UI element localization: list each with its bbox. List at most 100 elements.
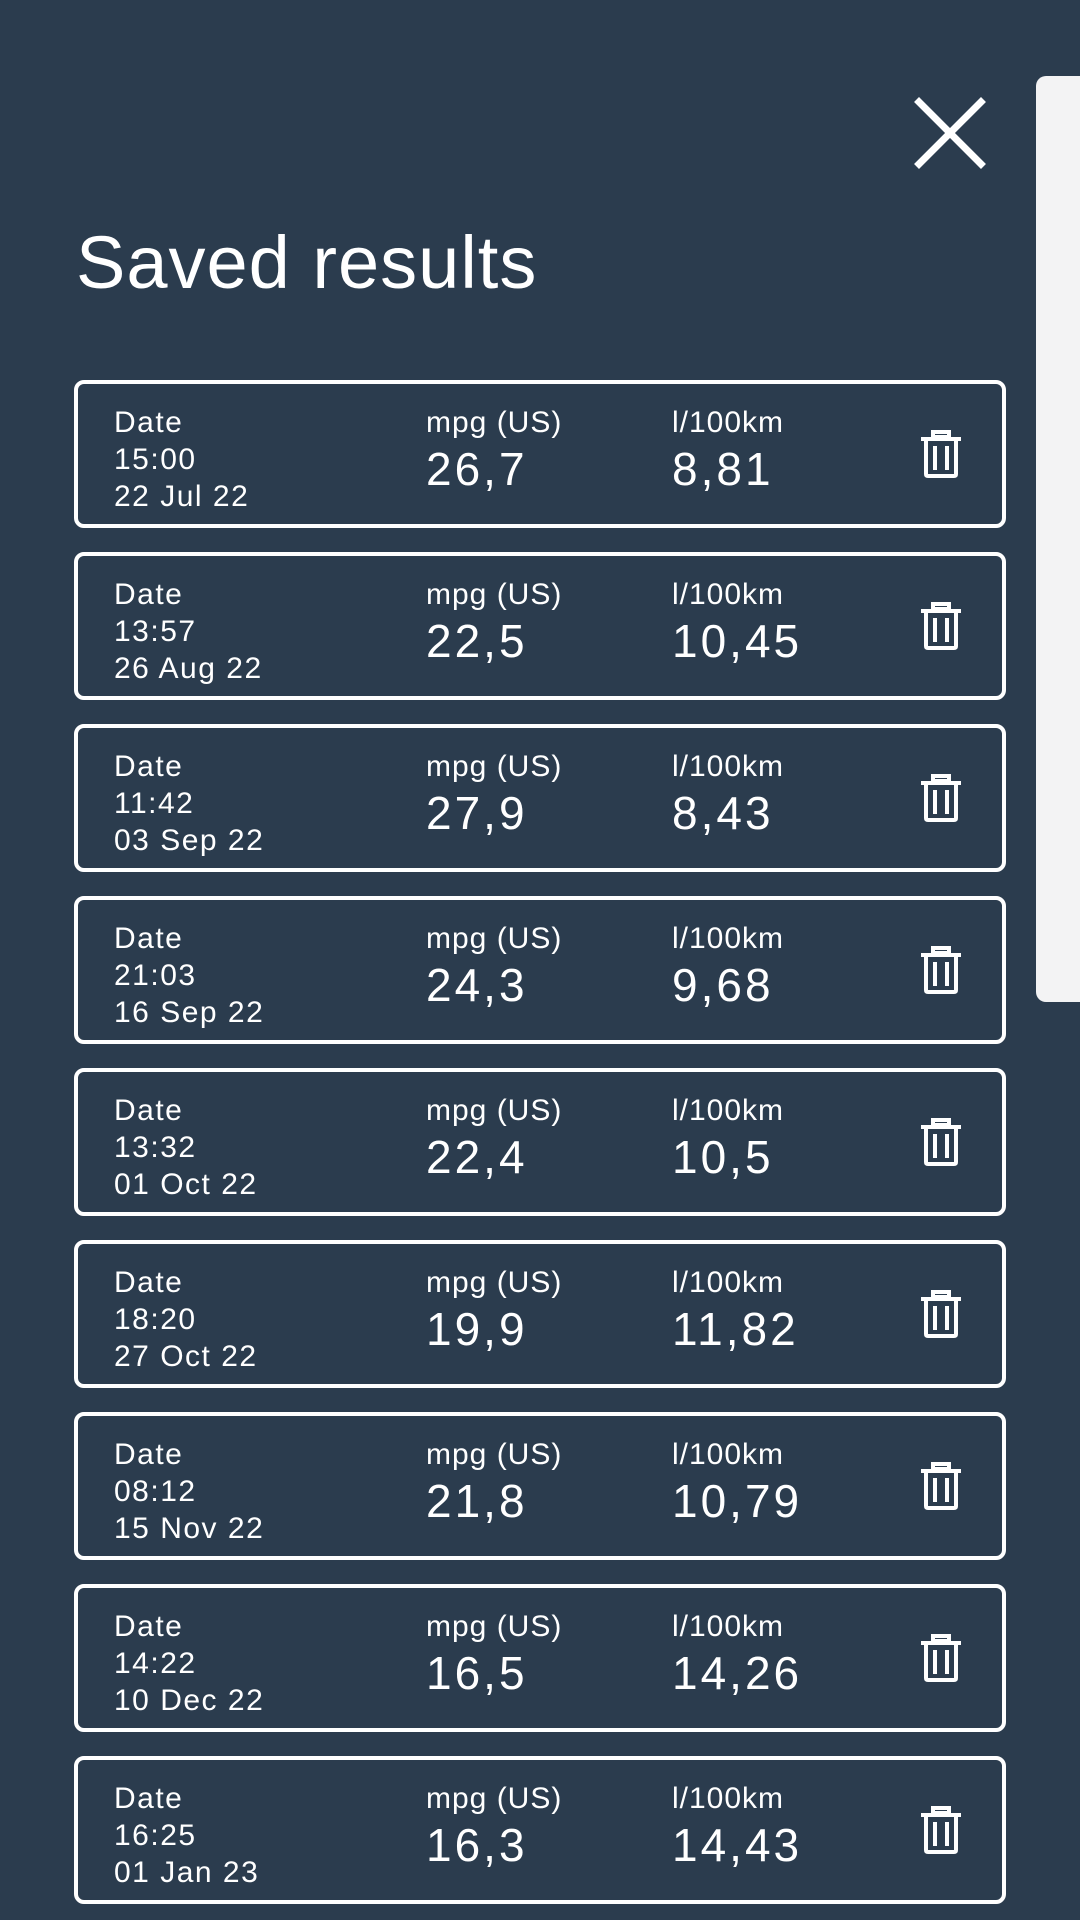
result-card: Date 11:42 03 Sep 22 mpg (US) 27,9 l/100… [74,724,1006,872]
l100km-metric: l/100km 10,45 [672,576,802,668]
mpg-label: mpg (US) [426,1610,563,1643]
trash-icon [921,602,961,650]
l100km-label: l/100km [672,578,785,611]
l100km-value: 14,43 [672,1819,803,1871]
delete-button[interactable] [920,1462,962,1510]
l100km-label: l/100km [672,406,785,439]
mpg-label: mpg (US) [426,750,563,783]
result-date: 01 Oct 22 [114,1168,258,1201]
delete-button[interactable] [920,602,962,650]
mpg-value: 19,9 [426,1303,528,1355]
l100km-label: l/100km [672,1094,785,1127]
l100km-metric: l/100km 11,82 [672,1264,799,1356]
mpg-value: 22,5 [426,615,528,667]
mpg-metric: mpg (US) 16,3 [426,1780,562,1872]
l100km-metric: l/100km 10,79 [672,1436,802,1528]
mpg-value: 16,3 [426,1819,528,1871]
date-block: Date 13:32 01 Oct 22 [114,1092,258,1203]
l100km-metric: l/100km 9,68 [672,920,784,1012]
mpg-label: mpg (US) [426,1266,563,1299]
result-time: 18:20 [114,1303,197,1336]
l100km-value: 11,82 [672,1303,799,1355]
delete-button[interactable] [920,774,962,822]
l100km-metric: l/100km 8,43 [672,748,784,840]
result-time: 11:42 [114,787,195,820]
mpg-label: mpg (US) [426,1094,563,1127]
trash-icon [921,1462,961,1510]
close-icon [914,97,986,169]
mpg-metric: mpg (US) 22,4 [426,1092,562,1184]
trash-icon [921,774,961,822]
result-card: Date 18:20 27 Oct 22 mpg (US) 19,9 l/100… [74,1240,1006,1388]
l100km-value: 8,81 [672,443,774,495]
l100km-label: l/100km [672,1610,785,1643]
date-block: Date 15:00 22 Jul 22 [114,404,249,515]
results-list: Date 15:00 22 Jul 22 mpg (US) 26,7 l/100… [74,380,1006,1920]
trash-icon [921,1806,961,1854]
delete-button[interactable] [920,946,962,994]
mpg-value: 16,5 [426,1647,528,1699]
l100km-label: l/100km [672,922,785,955]
mpg-metric: mpg (US) 19,9 [426,1264,562,1356]
l100km-value: 14,26 [672,1647,803,1699]
result-date: 26 Aug 22 [114,652,263,685]
scrollbar[interactable] [1036,76,1080,1002]
date-label: Date [114,1094,184,1127]
result-card: Date 13:57 26 Aug 22 mpg (US) 22,5 l/100… [74,552,1006,700]
l100km-metric: l/100km 8,81 [672,404,784,496]
date-block: Date 21:03 16 Sep 22 [114,920,264,1031]
trash-icon [921,1118,961,1166]
l100km-label: l/100km [672,1266,785,1299]
l100km-value: 10,5 [672,1131,774,1183]
result-time: 21:03 [114,959,197,992]
mpg-value: 26,7 [426,443,528,495]
mpg-label: mpg (US) [426,922,563,955]
date-label: Date [114,1266,184,1299]
date-label: Date [114,1610,184,1643]
l100km-value: 10,45 [672,615,803,667]
result-date: 15 Nov 22 [114,1512,265,1545]
result-date: 22 Jul 22 [114,480,250,513]
result-date: 03 Sep 22 [114,824,265,857]
l100km-label: l/100km [672,750,785,783]
delete-button[interactable] [920,1290,962,1338]
date-block: Date 18:20 27 Oct 22 [114,1264,258,1375]
delete-button[interactable] [920,1806,962,1854]
date-label: Date [114,578,184,611]
l100km-label: l/100km [672,1782,785,1815]
date-block: Date 16:25 01 Jan 23 [114,1780,259,1891]
date-label: Date [114,1782,184,1815]
trash-icon [921,1634,961,1682]
result-time: 13:57 [114,615,197,648]
date-label: Date [114,922,184,955]
result-date: 10 Dec 22 [114,1684,265,1717]
mpg-label: mpg (US) [426,1438,563,1471]
mpg-value: 21,8 [426,1475,528,1527]
l100km-value: 10,79 [672,1475,803,1527]
mpg-label: mpg (US) [426,578,563,611]
result-card: Date 21:03 16 Sep 22 mpg (US) 24,3 l/100… [74,896,1006,1044]
result-date: 01 Jan 23 [114,1856,260,1889]
l100km-metric: l/100km 10,5 [672,1092,784,1184]
delete-button[interactable] [920,430,962,478]
result-card: Date 15:00 22 Jul 22 mpg (US) 26,7 l/100… [74,380,1006,528]
date-label: Date [114,406,184,439]
delete-button[interactable] [920,1634,962,1682]
result-time: 13:32 [114,1131,197,1164]
result-card: Date 08:12 15 Nov 22 mpg (US) 21,8 l/100… [74,1412,1006,1560]
result-date: 16 Sep 22 [114,996,265,1029]
l100km-metric: l/100km 14,26 [672,1608,802,1700]
delete-button[interactable] [920,1118,962,1166]
result-card: Date 16:25 01 Jan 23 mpg (US) 16,3 l/100… [74,1756,1006,1904]
l100km-value: 8,43 [672,787,774,839]
close-button[interactable] [911,94,989,172]
result-time: 14:22 [114,1647,197,1680]
result-card: Date 14:22 10 Dec 22 mpg (US) 16,5 l/100… [74,1584,1006,1732]
trash-icon [921,1290,961,1338]
date-block: Date 08:12 15 Nov 22 [114,1436,264,1547]
trash-icon [921,430,961,478]
mpg-metric: mpg (US) 21,8 [426,1436,562,1528]
l100km-value: 9,68 [672,959,774,1011]
l100km-label: l/100km [672,1438,785,1471]
